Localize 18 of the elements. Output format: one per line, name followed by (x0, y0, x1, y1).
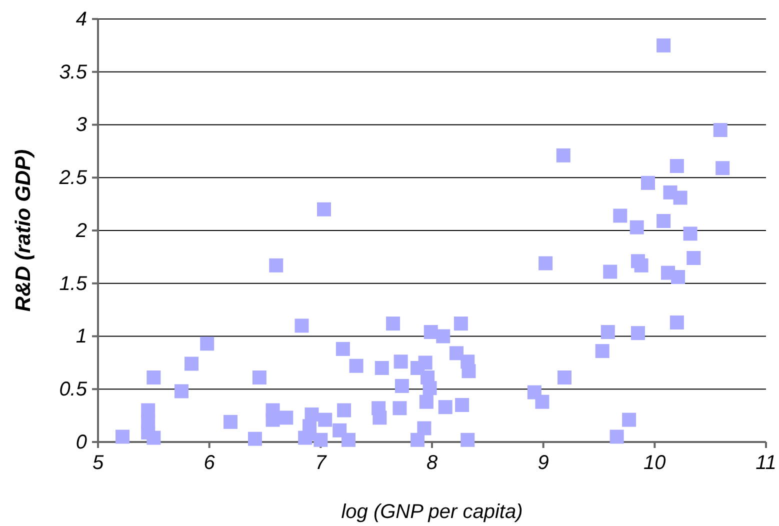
x-axis-title: log (GNP per capita) (341, 501, 523, 523)
y-tick-label: 1.5 (59, 272, 88, 295)
y-tick-label: 2.5 (58, 167, 88, 190)
x-tick-label: 11 (756, 452, 776, 474)
y-tick-label: 3.5 (59, 61, 88, 84)
y-tick-label: 3 (76, 114, 87, 136)
y-tick-label: 1 (76, 326, 87, 348)
x-tick-label: 8 (426, 452, 438, 474)
y-tick-label: 2 (74, 220, 87, 242)
y-tick-label: 0.5 (59, 378, 88, 401)
x-tick-label: 5 (92, 452, 104, 474)
y-tick-label: 0 (76, 431, 87, 454)
x-tick-label: 7 (315, 452, 328, 474)
y-axis-title: R&D (ratio GDP) (12, 149, 35, 312)
x-tick-label: 6 (204, 452, 216, 474)
x-tick-label: 10 (644, 452, 666, 474)
y-tick-label: 4 (76, 8, 87, 30)
x-tick-label: 9 (538, 452, 549, 474)
